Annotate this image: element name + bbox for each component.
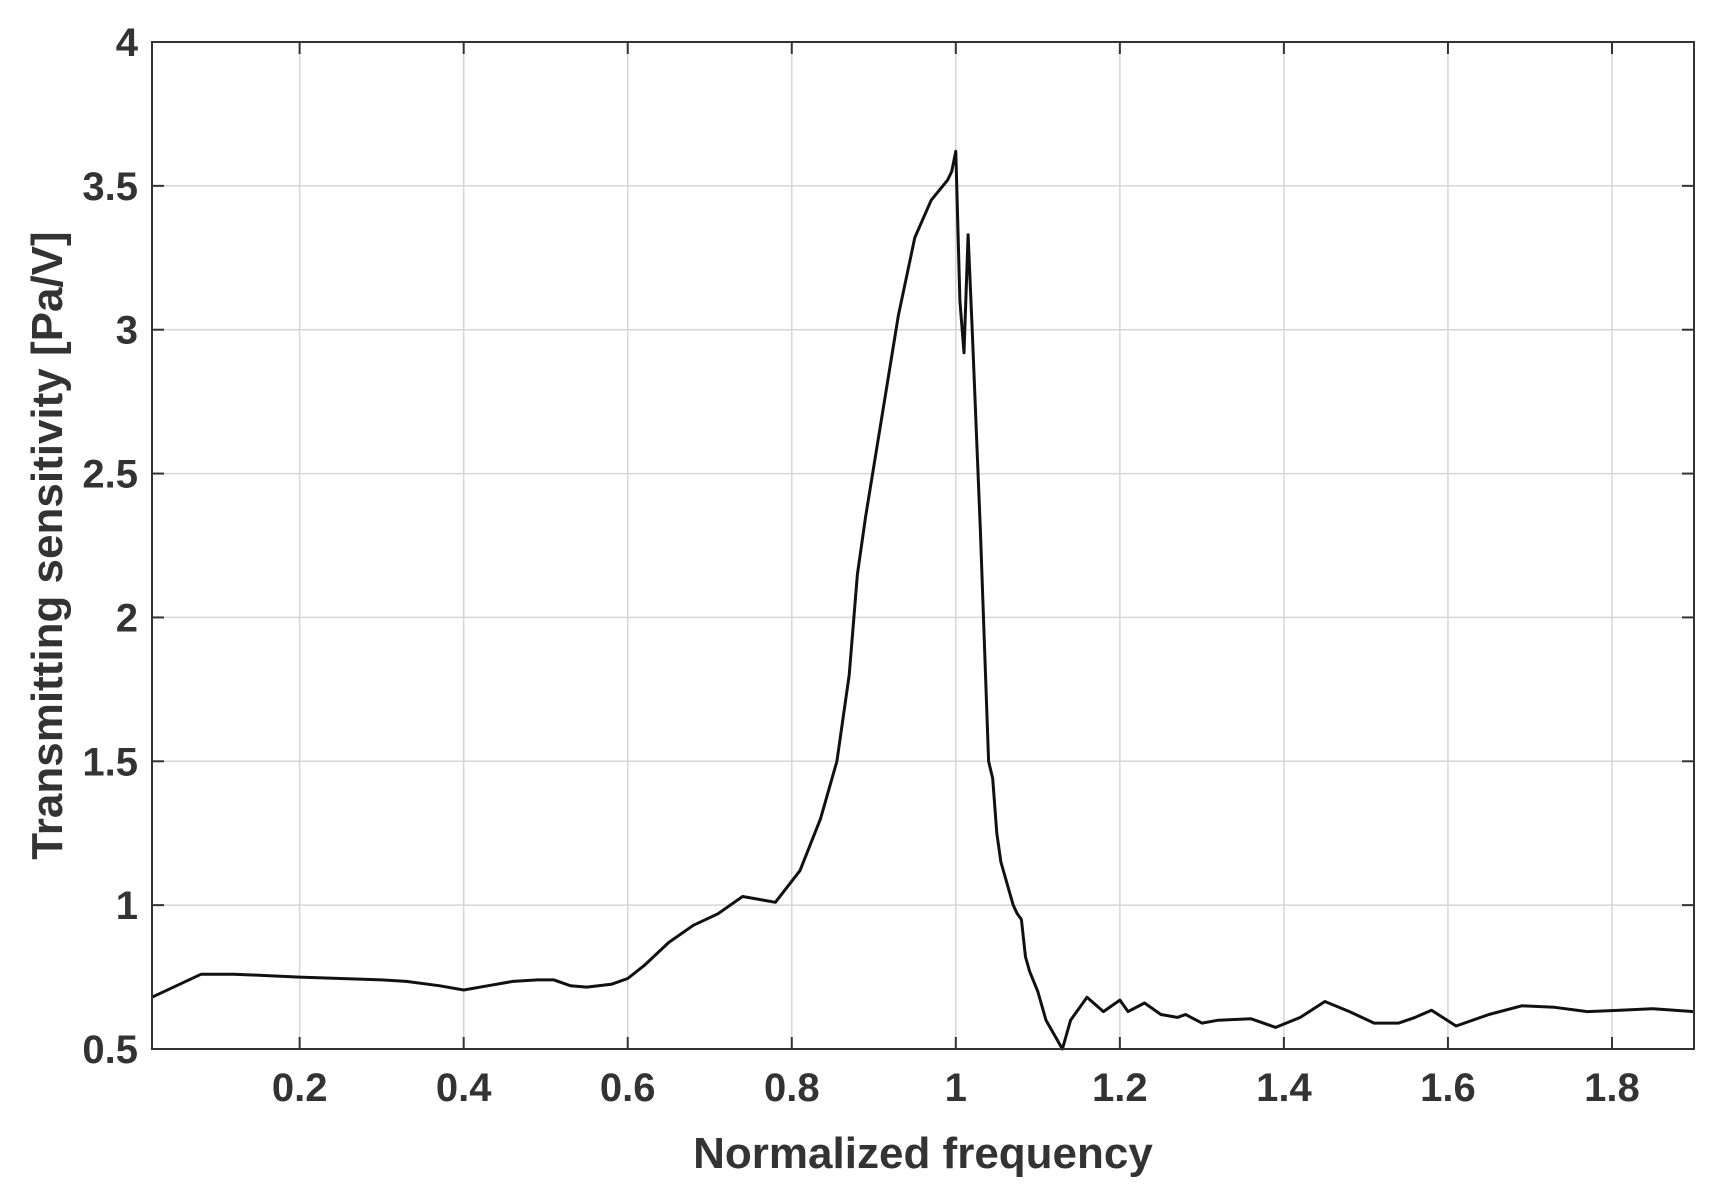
x-tick-label: 1 [945, 1066, 967, 1110]
x-tick-label: 0.4 [436, 1066, 492, 1110]
y-tick-label: 1.5 [82, 740, 138, 784]
y-tick-label: 0.5 [82, 1028, 138, 1072]
y-tick-labels: 0.5 1 1.5 2 2.5 3 3.5 4 [82, 21, 138, 1072]
x-tick-label: 0.2 [272, 1066, 328, 1110]
y-tick-label: 3.5 [82, 165, 138, 209]
x-tick-labels: 0.2 0.4 0.6 0.8 1 1.2 1.4 1.6 1.8 [272, 1066, 1640, 1110]
x-tick-label: 1.2 [1092, 1066, 1148, 1110]
x-tick-label: 0.6 [600, 1066, 656, 1110]
x-tick-label: 1.6 [1420, 1066, 1476, 1110]
x-axis-label: Normalized frequency [693, 1129, 1153, 1178]
x-tick-label: 1.4 [1256, 1066, 1312, 1110]
plot-frame [151, 41, 1695, 1050]
series-layer [151, 149, 1695, 1051]
y-tick-label: 3 [116, 309, 138, 353]
x-tick-label: 1.8 [1584, 1066, 1640, 1110]
series-line-1 [151, 149, 1695, 1051]
tick-marks [152, 41, 1694, 1050]
x-tick-label: 0.8 [764, 1066, 820, 1110]
y-axis-label: Transmitting sensitivity [Pa/V] [23, 231, 72, 859]
y-tick-label: 1 [116, 884, 138, 928]
y-tick-label: 2 [116, 596, 138, 640]
y-tick-label: 4 [116, 21, 139, 65]
grid-lines [152, 41, 1694, 1050]
y-tick-label: 2.5 [82, 453, 138, 497]
